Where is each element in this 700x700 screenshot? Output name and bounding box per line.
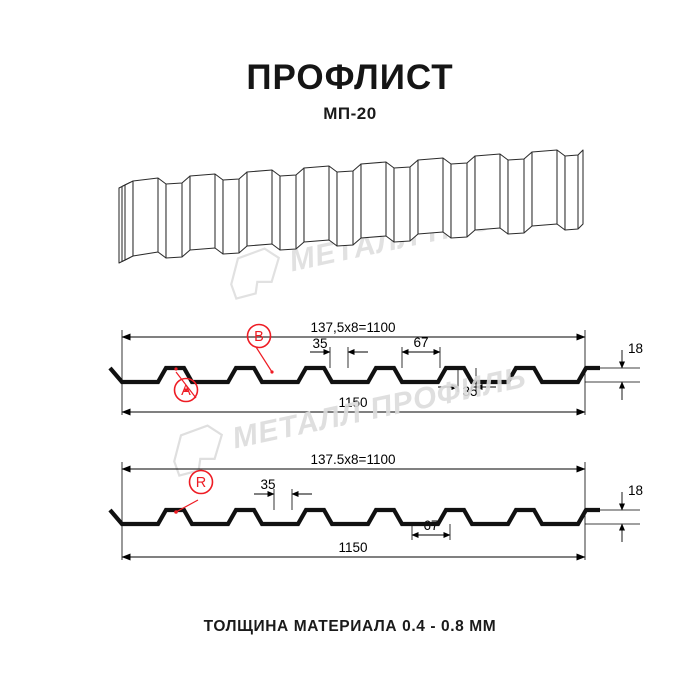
dimension-bottom-width: 1150	[121, 395, 586, 416]
dimension-top-width-label: 137,5x8=1100	[311, 320, 396, 335]
material-thickness-note: ТОЛЩИНА МАТЕРИАЛА 0.4 - 0.8 ММ	[203, 618, 497, 635]
dimension-rib-pitch-2: 67	[411, 518, 451, 540]
dimension-rib-top-label: 35	[312, 336, 327, 351]
section-bottom: 137.5x8=1100 1150 18 35	[108, 452, 643, 561]
section-top: 137,5x8=1100 1150 18 35	[108, 320, 643, 416]
dimension-rib-top: 35	[310, 336, 368, 368]
callout-a: A	[173, 371, 199, 403]
callout-r-label: R	[196, 475, 206, 491]
dimension-top-width: 137,5x8=1100	[121, 320, 586, 341]
profile-waveform-bottom	[108, 507, 600, 527]
dimension-top-width-2: 137.5x8=1100	[121, 452, 586, 473]
dimension-bottom-width-label: 1150	[338, 395, 367, 410]
dimension-bottom-width-2-label: 1150	[338, 540, 367, 555]
dimension-rib-pitch-label: 67	[413, 335, 428, 350]
dimension-rib-top-lower-label: 35	[462, 384, 477, 399]
dimension-height-2-label: 18	[628, 483, 643, 498]
dimension-height-2: 18	[619, 483, 643, 542]
callout-b: B	[246, 323, 273, 373]
callout-r: R	[175, 469, 214, 513]
callout-b-anchor	[270, 370, 274, 374]
page-subtitle: МП-20	[323, 104, 377, 123]
dimension-rib-pitch: 67	[401, 335, 441, 368]
dimension-height-label: 18	[628, 341, 643, 356]
page-title: ПРОФЛИСТ	[246, 58, 454, 97]
callout-a-label: A	[181, 383, 191, 399]
dimension-rib-top-2: 35	[254, 477, 312, 510]
svg-text:МЕТАЛЛ ПРОФИЛЬ: МЕТАЛЛ ПРОФИЛЬ	[229, 361, 529, 456]
isometric-profile-view	[118, 149, 584, 264]
dimension-rib-top-2-label: 35	[260, 477, 275, 492]
dimension-top-width-2-label: 137.5x8=1100	[311, 452, 396, 467]
profile-waveform-top	[108, 365, 600, 385]
dimension-height: 18	[619, 341, 643, 400]
callout-r-anchor	[174, 510, 178, 514]
callout-b-label: B	[254, 329, 264, 345]
callout-a-anchor	[174, 367, 178, 371]
dimension-bottom-width-2: 1150	[121, 540, 586, 561]
